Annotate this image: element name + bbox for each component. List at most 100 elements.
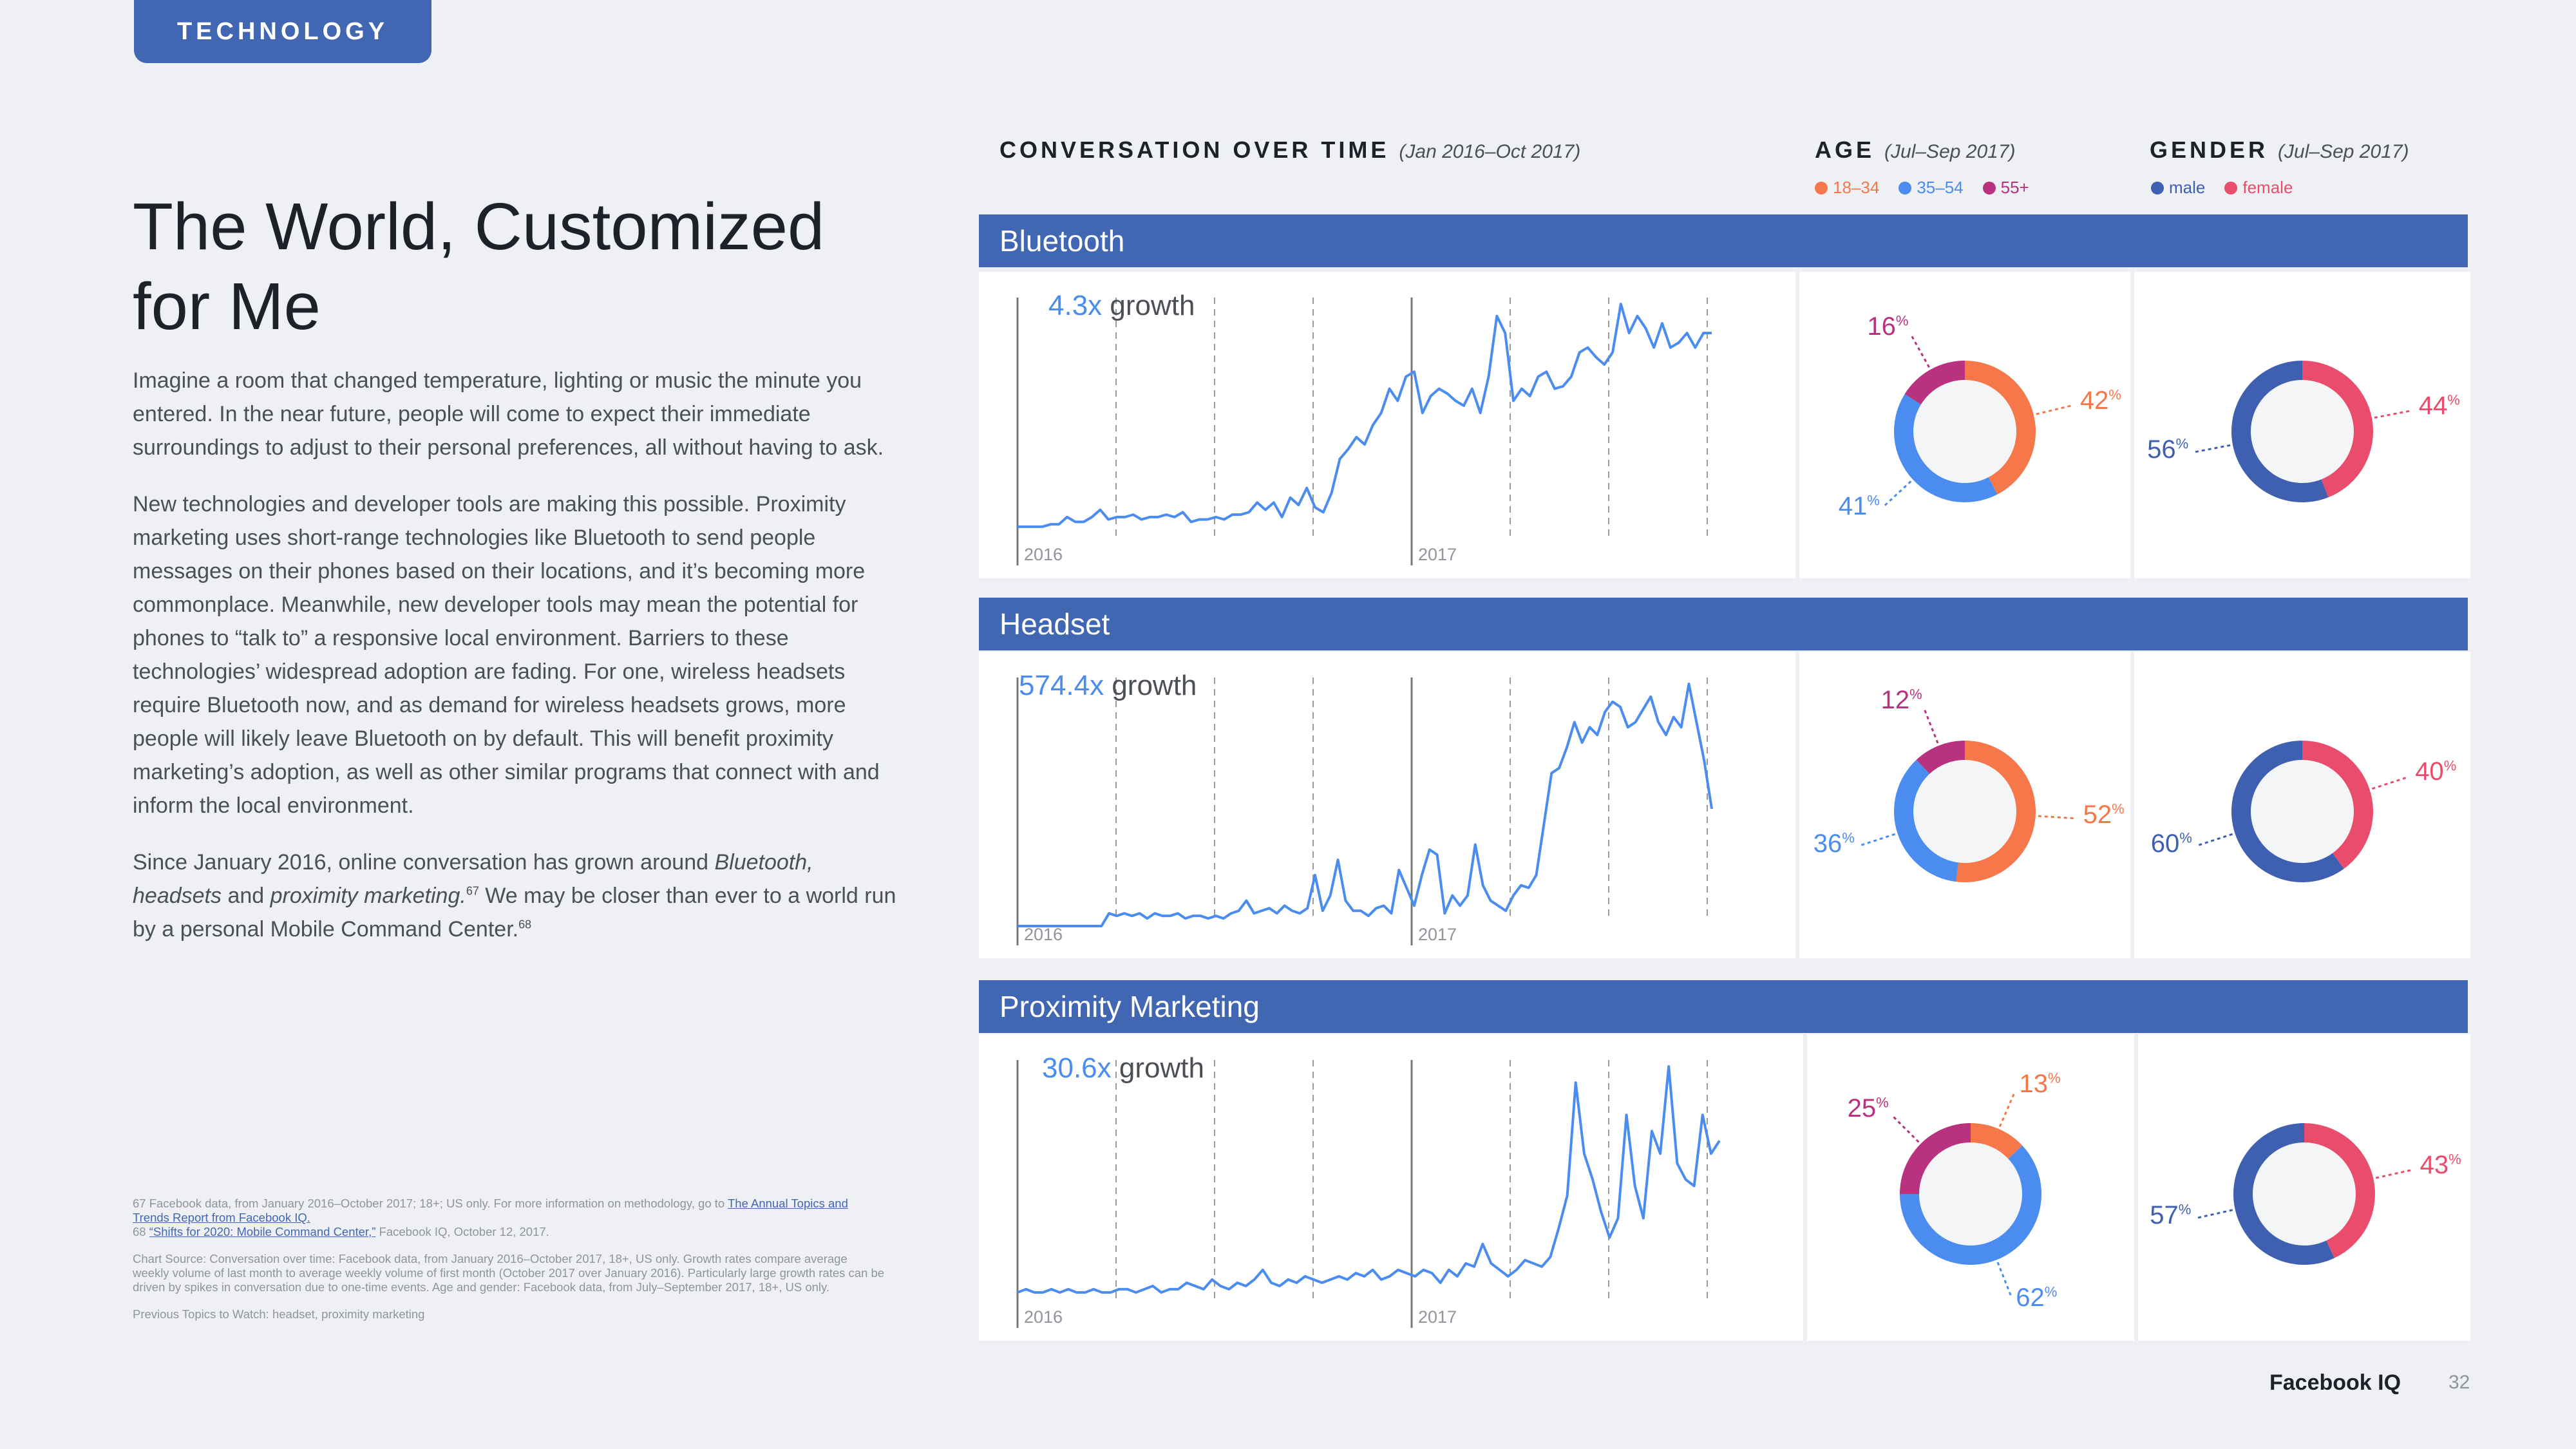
gender-legend: male female bbox=[2151, 178, 2293, 198]
footnotes: 67 Facebook data, from January 2016–Octo… bbox=[133, 1197, 886, 1327]
age-proximity-marketing-label-age-55-plus: 25% bbox=[1848, 1094, 1889, 1123]
gender-proximity-marketing-label-female: 43% bbox=[2420, 1151, 2461, 1180]
growth-label: growth bbox=[1104, 670, 1197, 701]
p3-emphasis-2: proximity marketing. bbox=[270, 884, 466, 908]
year-label-2016: 2016 bbox=[1024, 545, 1063, 564]
footnote-68-text: Facebook IQ, October 12, 2017. bbox=[375, 1225, 549, 1238]
age-proximity-marketing-label-age-55-plus-value: 25 bbox=[1847, 1094, 1877, 1122]
legend-label-male: male bbox=[2169, 178, 2206, 197]
age-headset-label-age-35-54-value: 36 bbox=[1813, 829, 1842, 858]
age-bluetooth-label-age-18-34-value: 42 bbox=[2079, 386, 2109, 415]
footer-brand: Facebook IQ bbox=[2269, 1370, 2401, 1395]
line-panel-bluetooth: 4.3x growth 2016 2017 bbox=[979, 272, 1795, 578]
age-panel-bluetooth: 42% 41% 16% bbox=[1799, 272, 2130, 578]
gender-bluetooth-donut bbox=[2194, 361, 2410, 502]
gender-title: GENDER bbox=[2150, 137, 2269, 163]
legend-label-18-34: 18–34 bbox=[1833, 178, 1880, 197]
age-bluetooth-label-age-35-54-suffix: % bbox=[1867, 492, 1880, 509]
section-tag: TECHNOLOGY bbox=[134, 0, 431, 63]
legend-age-35-54: 35–54 bbox=[1899, 178, 1964, 198]
gender-panel-bluetooth: 44% 56% bbox=[2134, 272, 2470, 578]
age-proximity-marketing-slice-age-55-plus bbox=[1900, 1123, 1971, 1194]
age-bluetooth-label-age-35-54: 41% bbox=[1839, 492, 1880, 521]
gender-bluetooth-label-female-suffix: % bbox=[2447, 392, 2460, 408]
body-paragraph-2: New technologies and developer tools are… bbox=[133, 492, 880, 818]
age-headset-label-age-35-54: 36% bbox=[1814, 829, 1855, 858]
age-headset-slice-age-35-54 bbox=[1894, 759, 1958, 882]
age-proximity-marketing-donut-hole bbox=[1919, 1142, 2022, 1245]
growth-value: 574.4x bbox=[1019, 670, 1104, 701]
legend-female: female bbox=[2224, 178, 2293, 198]
age-headset-leader-age-35-54 bbox=[1860, 833, 1896, 846]
age-headset-label-age-55-plus-value: 12 bbox=[1880, 685, 1910, 714]
age-bluetooth-slice-age-55-plus bbox=[1904, 361, 1965, 404]
legend-dot-35-54 bbox=[1899, 182, 1912, 194]
age-headset-label-age-18-34: 52% bbox=[2083, 800, 2125, 829]
body-text: Imagine a room that changed temperature,… bbox=[133, 364, 905, 969]
gender-headset-donut-hole bbox=[2251, 760, 2354, 863]
year-label-2017: 2017 bbox=[1418, 545, 1457, 564]
line-chart-headset bbox=[1016, 677, 1713, 945]
age-proximity-marketing-slice-age-35-54 bbox=[1900, 1145, 2041, 1265]
gender-headset-label-male-suffix: % bbox=[2179, 829, 2192, 846]
line-chart-bluetooth bbox=[1016, 298, 1712, 565]
shifts-2020-link[interactable]: “Shifts for 2020: Mobile Command Center,… bbox=[149, 1225, 376, 1238]
gender-bluetooth-leader-male bbox=[2194, 444, 2231, 453]
gender-panel-proximity-marketing: 43% 57% bbox=[2138, 1034, 2470, 1341]
growth-headset: 574.4x growth bbox=[1019, 670, 1197, 702]
year-label-2017: 2017 bbox=[1418, 1307, 1457, 1327]
footnote-ref-68[interactable]: 68 bbox=[518, 918, 532, 931]
age-proximity-marketing-donut bbox=[1892, 1093, 2041, 1296]
year-label-2016: 2016 bbox=[1024, 1307, 1063, 1327]
conversation-line bbox=[1017, 1065, 1721, 1294]
footnote-67: 67 Facebook data, from January 2016–Octo… bbox=[133, 1197, 886, 1239]
legend-dot-18-34 bbox=[1815, 182, 1828, 194]
age-headset-donut-hole bbox=[1913, 760, 2016, 863]
age-headset-label-age-18-34-value: 52 bbox=[2083, 800, 2112, 829]
age-panel-proximity-marketing: 13% 62% 25% bbox=[1807, 1034, 2134, 1341]
legend-age-18-34: 18–34 bbox=[1815, 178, 1879, 198]
gender-headset-donut bbox=[2197, 741, 2407, 882]
gender-proximity-marketing-leader-female bbox=[2375, 1169, 2412, 1179]
gender-bluetooth-label-female-value: 44 bbox=[2418, 392, 2448, 421]
footnote-68-number: 68 bbox=[133, 1225, 149, 1238]
age-proximity-marketing-leader-age-18-34 bbox=[1998, 1093, 2015, 1127]
age-bluetooth-label-age-55-plus-suffix: % bbox=[1895, 312, 1909, 329]
conversation-line bbox=[1018, 303, 1712, 528]
gender-bluetooth-label-female: 44% bbox=[2419, 392, 2460, 421]
gender-bluetooth-label-male-suffix: % bbox=[2175, 435, 2189, 452]
gender-headset-label-female-suffix: % bbox=[2443, 758, 2457, 775]
age-bluetooth-donut bbox=[1884, 335, 2072, 507]
gender-headset-label-female: 40% bbox=[2415, 757, 2456, 786]
gender-bluetooth-label-male-value: 56 bbox=[2147, 435, 2176, 464]
gender-proximity-marketing-label-male-suffix: % bbox=[2178, 1201, 2192, 1218]
p3-emphasis-1: Bluetooth, headsets bbox=[133, 850, 813, 908]
growth-label: growth bbox=[1111, 1052, 1204, 1084]
conversation-title: CONVERSATION OVER TIME bbox=[999, 137, 1390, 163]
age-title: AGE bbox=[1815, 137, 1875, 163]
age-proximity-marketing-label-age-55-plus-suffix: % bbox=[1876, 1094, 1889, 1111]
age-bluetooth-label-age-55-plus-value: 16 bbox=[1867, 312, 1896, 341]
conversation-header: CONVERSATION OVER TIME (Jan 2016–Oct 201… bbox=[999, 137, 1580, 164]
title-line-1: The World, Customized bbox=[133, 189, 825, 263]
gender-bluetooth-label-male: 56% bbox=[2147, 435, 2188, 464]
age-bluetooth-slice-age-18-34 bbox=[1965, 361, 2036, 495]
age-proximity-marketing-slice-age-18-34 bbox=[1971, 1123, 2023, 1159]
gender-proximity-marketing-label-male: 57% bbox=[2150, 1201, 2191, 1230]
legend-male: male bbox=[2151, 178, 2205, 198]
age-headset-leader-age-18-34 bbox=[2038, 815, 2074, 820]
age-proximity-marketing-label-age-35-54-value: 62 bbox=[2016, 1283, 2045, 1312]
age-bluetooth-leader-age-18-34 bbox=[2036, 404, 2072, 415]
gender-panel-headset: 40% 60% bbox=[2134, 652, 2470, 958]
gender-proximity-marketing-label-female-suffix: % bbox=[2448, 1151, 2461, 1168]
age-proximity-marketing-label-age-18-34: 13% bbox=[2019, 1070, 2060, 1099]
age-legend: 18–34 35–54 55+ bbox=[1815, 178, 2029, 198]
growth-proximity-marketing: 30.6x growth bbox=[1042, 1052, 1204, 1084]
annual-report-link[interactable]: The Annual Topics and Trends Report from… bbox=[133, 1197, 848, 1224]
body-paragraph-3: Since January 2016, online conversation … bbox=[133, 846, 905, 946]
body-paragraph-1: Imagine a room that changed temperature,… bbox=[133, 368, 884, 460]
p3-text-a: Since January 2016, online conversation … bbox=[133, 850, 715, 875]
footnote-ref-67[interactable]: 67 bbox=[466, 884, 479, 898]
age-proximity-marketing-label-age-18-34-suffix: % bbox=[2047, 1070, 2061, 1086]
p3-text-c: We may be closer than ever to a world ru… bbox=[133, 884, 896, 942]
